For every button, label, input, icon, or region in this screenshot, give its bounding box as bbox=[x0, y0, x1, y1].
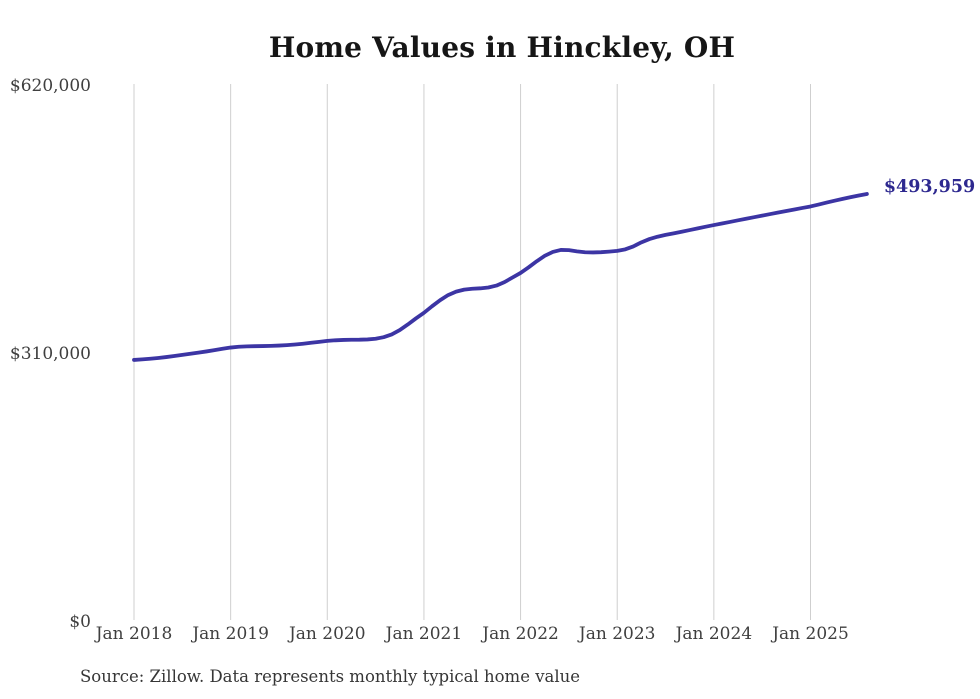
x-tick-label: Jan 2025 bbox=[770, 624, 849, 644]
y-tick-label: $0 bbox=[69, 612, 91, 632]
x-tick-label: Jan 2022 bbox=[480, 624, 559, 644]
source-note: Source: Zillow. Data represents monthly … bbox=[80, 667, 581, 686]
x-tick-label: Jan 2024 bbox=[674, 624, 753, 644]
x-tick-label: Jan 2018 bbox=[94, 624, 173, 644]
home-value-series-line bbox=[132, 192, 869, 362]
chart-title: Home Values in Hinckley, OH bbox=[268, 31, 736, 64]
x-tick-label: Jan 2020 bbox=[287, 624, 366, 644]
y-tick-label: $620,000 bbox=[10, 76, 91, 96]
x-tick-label: Jan 2021 bbox=[384, 624, 463, 644]
y-tick-label: $310,000 bbox=[10, 344, 91, 364]
x-tick-label: Jan 2023 bbox=[577, 624, 656, 644]
x-tick-label: Jan 2019 bbox=[190, 624, 269, 644]
end-value-label: $493,959 bbox=[884, 177, 975, 197]
